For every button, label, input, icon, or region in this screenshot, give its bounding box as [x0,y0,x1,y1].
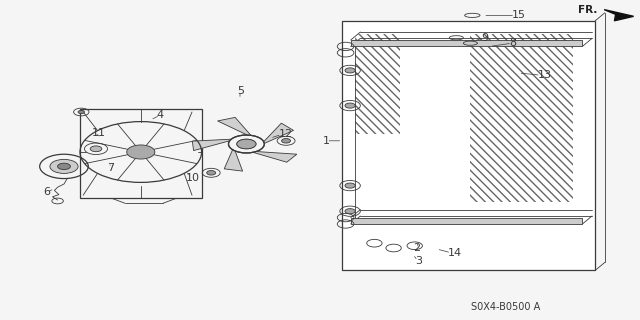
Text: 11: 11 [92,128,106,138]
Bar [351,218,582,224]
Text: 4: 4 [157,110,164,120]
Text: 15: 15 [512,10,526,20]
Circle shape [237,139,256,149]
Circle shape [207,171,216,175]
Circle shape [345,68,355,73]
Polygon shape [218,117,251,135]
Text: 2: 2 [413,243,420,253]
Text: 14: 14 [448,248,462,258]
Polygon shape [224,150,243,171]
Circle shape [50,159,78,173]
Text: 10: 10 [186,172,200,183]
Text: 8: 8 [509,38,516,48]
Circle shape [345,209,355,214]
Circle shape [345,183,355,188]
Text: 6: 6 [44,187,51,197]
Text: S0X4-B0500 A: S0X4-B0500 A [471,302,540,312]
Text: 9: 9 [481,33,488,43]
Bar [351,40,582,46]
Polygon shape [192,139,231,151]
Circle shape [78,110,84,114]
Text: 5: 5 [237,86,244,96]
Text: 1: 1 [323,136,330,146]
Text: 3: 3 [415,256,422,266]
Bar [342,21,595,270]
Circle shape [237,139,256,149]
Circle shape [58,163,70,170]
Circle shape [282,139,291,143]
Polygon shape [253,151,297,162]
Polygon shape [264,123,294,143]
Bar [355,34,400,134]
Circle shape [90,146,102,152]
Polygon shape [604,10,634,21]
Bar [470,34,573,202]
Circle shape [127,145,155,159]
Text: 7: 7 [108,163,115,173]
Text: FR.: FR. [579,5,598,15]
Text: 13: 13 [538,70,552,80]
Text: 12: 12 [278,129,292,140]
Circle shape [345,103,355,108]
